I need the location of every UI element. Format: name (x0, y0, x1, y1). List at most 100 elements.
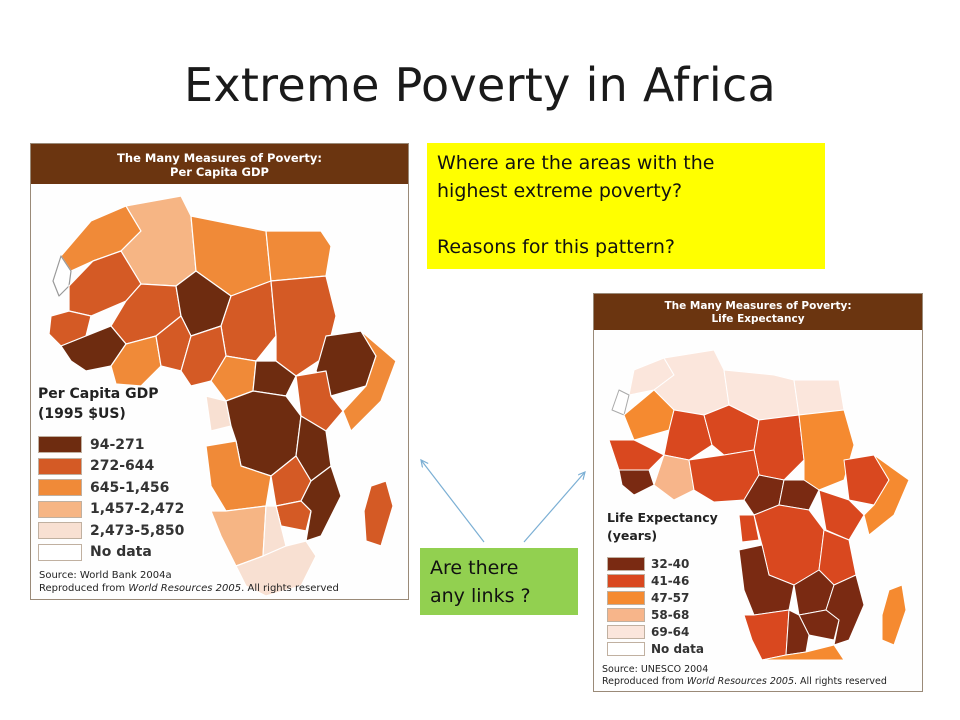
life-legend-title-line1: Life Expectancy (607, 510, 718, 525)
life-legend-swatch (607, 624, 645, 639)
gdp-legend-title-line2: (1995 $US) (38, 406, 126, 422)
life-map-header-line2: Life Expectancy (711, 313, 805, 325)
gdp-map-header-line1: The Many Measures of Poverty: (117, 151, 322, 165)
gdp-legend-row: 2,473-5,850 (38, 520, 184, 542)
gdp-region-south-africa (235, 540, 317, 597)
arrow-to-life-map (523, 472, 585, 543)
life-region-chad (753, 414, 805, 481)
gdp-legend-swatch (38, 543, 82, 561)
life-source-line1: Source: UNESCO 2004 (602, 664, 709, 675)
life-legend-label: No data (651, 641, 704, 656)
question-line1: Where are the areas with the (437, 152, 715, 174)
gdp-legend: Per Capita GDP (1995 $US) 94-271 272-644 6… (38, 384, 184, 563)
gdp-map-header: The Many Measures of Poverty: Per Capita… (31, 144, 408, 184)
gdp-source-suffix: . All rights reserved (241, 583, 339, 594)
gdp-region-angola (205, 440, 272, 512)
life-map-header-line1: The Many Measures of Poverty: (664, 300, 852, 312)
life-legend-swatch (607, 556, 645, 571)
links-note: Are there any links ? (420, 548, 578, 615)
life-region-sierra-leone (618, 469, 655, 496)
gdp-region-madagascar (363, 480, 394, 547)
gdp-africa-map (48, 195, 397, 597)
life-legend: Life Expectancy (years) 32-40 41-46 47-57 5… (607, 509, 718, 657)
question-line2: highest extreme poverty? (437, 180, 683, 202)
life-region-somalia (863, 454, 910, 536)
gdp-legend-swatch (38, 500, 82, 518)
gdp-legend-row: 645-1,456 (38, 477, 184, 499)
life-legend-row: 47-57 (607, 589, 718, 606)
life-region-botswana (785, 609, 810, 656)
life-legend-title-line2: (years) (607, 528, 658, 543)
gdp-region-west-sahara (52, 255, 72, 297)
gdp-region-somalia (342, 330, 397, 432)
life-legend-swatch (607, 590, 645, 605)
life-region-west-sahara (611, 389, 630, 416)
gdp-legend-row: 272-644 (38, 456, 184, 478)
gdp-legend-items: 94-271 272-644 645-1,456 1,457-2,472 2,473-5… (38, 434, 184, 563)
life-expectancy-map-panel: The Many Measures of Poverty: Life Expec… (593, 293, 923, 692)
life-region-namibia (743, 609, 790, 660)
gdp-legend-label: 272-644 (90, 458, 155, 475)
life-source-publication: World Resources 2005 (686, 676, 795, 687)
gdp-region-car (252, 360, 297, 397)
gdp-source-prefix: Reproduced from (39, 583, 129, 594)
arrow-to-gdp-map (421, 460, 485, 543)
gdp-legend-row: 94-271 (38, 434, 184, 456)
life-legend-swatch (607, 573, 645, 588)
slide-title: Extreme Poverty in Africa (183, 58, 777, 112)
life-legend-label: 32-40 (651, 556, 690, 571)
life-source-prefix: Reproduced from (602, 676, 687, 687)
life-legend-swatch (607, 641, 645, 656)
gdp-legend-swatch (38, 479, 82, 497)
gdp-legend-label: 94-271 (90, 436, 145, 453)
gdp-legend-label: 1,457-2,472 (90, 501, 185, 518)
life-region-nigeria (688, 449, 760, 503)
links-line2: any links ? (430, 585, 531, 607)
gdp-legend-label: No data (90, 544, 152, 561)
gdp-legend-swatch (38, 522, 82, 540)
life-legend-label: 69-64 (651, 624, 690, 639)
life-source-line2: Reproduced from World Resources 2005. Al… (602, 676, 887, 688)
gdp-legend-label: 2,473-5,850 (90, 522, 185, 539)
life-legend-label: 58-68 (651, 607, 690, 622)
life-region-kenya (818, 489, 865, 541)
life-source-suffix: . All rights reserved (794, 676, 887, 687)
life-legend-row: No data (607, 640, 718, 657)
life-region-gabon (738, 514, 760, 543)
life-region-senegal (608, 439, 665, 471)
life-africa-map (608, 349, 910, 660)
gdp-source: Source: World Bank 2004a Reproduced from… (39, 569, 339, 595)
gdp-map-panel: The Many Measures of Poverty: Per Capita… (30, 143, 409, 600)
gdp-region-botswana (262, 505, 287, 557)
gdp-source-line1: Source: World Bank 2004a (39, 570, 172, 581)
gdp-region-namibia (210, 505, 267, 567)
life-region-south-africa (761, 644, 845, 660)
life-region-sudan (798, 409, 855, 491)
life-map-header: The Many Measures of Poverty: Life Expec… (594, 294, 922, 330)
life-legend-label: 47-57 (651, 590, 690, 605)
life-legend-row: 69-64 (607, 623, 718, 640)
life-region-car (778, 479, 820, 511)
gdp-legend-title-line1: Per Capita GDP (38, 386, 159, 402)
life-region-angola (738, 544, 795, 616)
life-legend-row: 58-68 (607, 606, 718, 623)
life-region-egypt (793, 379, 845, 416)
gdp-legend-swatch (38, 436, 82, 454)
gdp-legend-swatch (38, 457, 82, 475)
gdp-legend-label: 645-1,456 (90, 479, 170, 496)
gdp-map-header-line2: Per Capita GDP (170, 165, 269, 179)
gdp-legend-row: 1,457-2,472 (38, 499, 184, 521)
life-source: Source: UNESCO 2004 Reproduced from Worl… (602, 664, 887, 688)
question-note: Where are the areas with the highest ext… (427, 143, 825, 269)
life-legend-row: 32-40 (607, 555, 718, 572)
life-legend-label: 41-46 (651, 573, 690, 588)
gdp-region-sudan (270, 275, 337, 377)
life-region-madagascar (881, 584, 907, 646)
life-region-ghana (653, 454, 695, 501)
gdp-source-publication: World Resources 2005 (128, 583, 242, 594)
life-legend-items: 32-40 41-46 47-57 58-68 69-64 No data (607, 555, 718, 657)
gdp-legend-row: No data (38, 542, 184, 564)
gdp-region-egypt (265, 230, 332, 282)
gdp-source-line2: Reproduced from World Resources 2005. Al… (39, 582, 339, 595)
links-line1: Are there (430, 557, 519, 579)
